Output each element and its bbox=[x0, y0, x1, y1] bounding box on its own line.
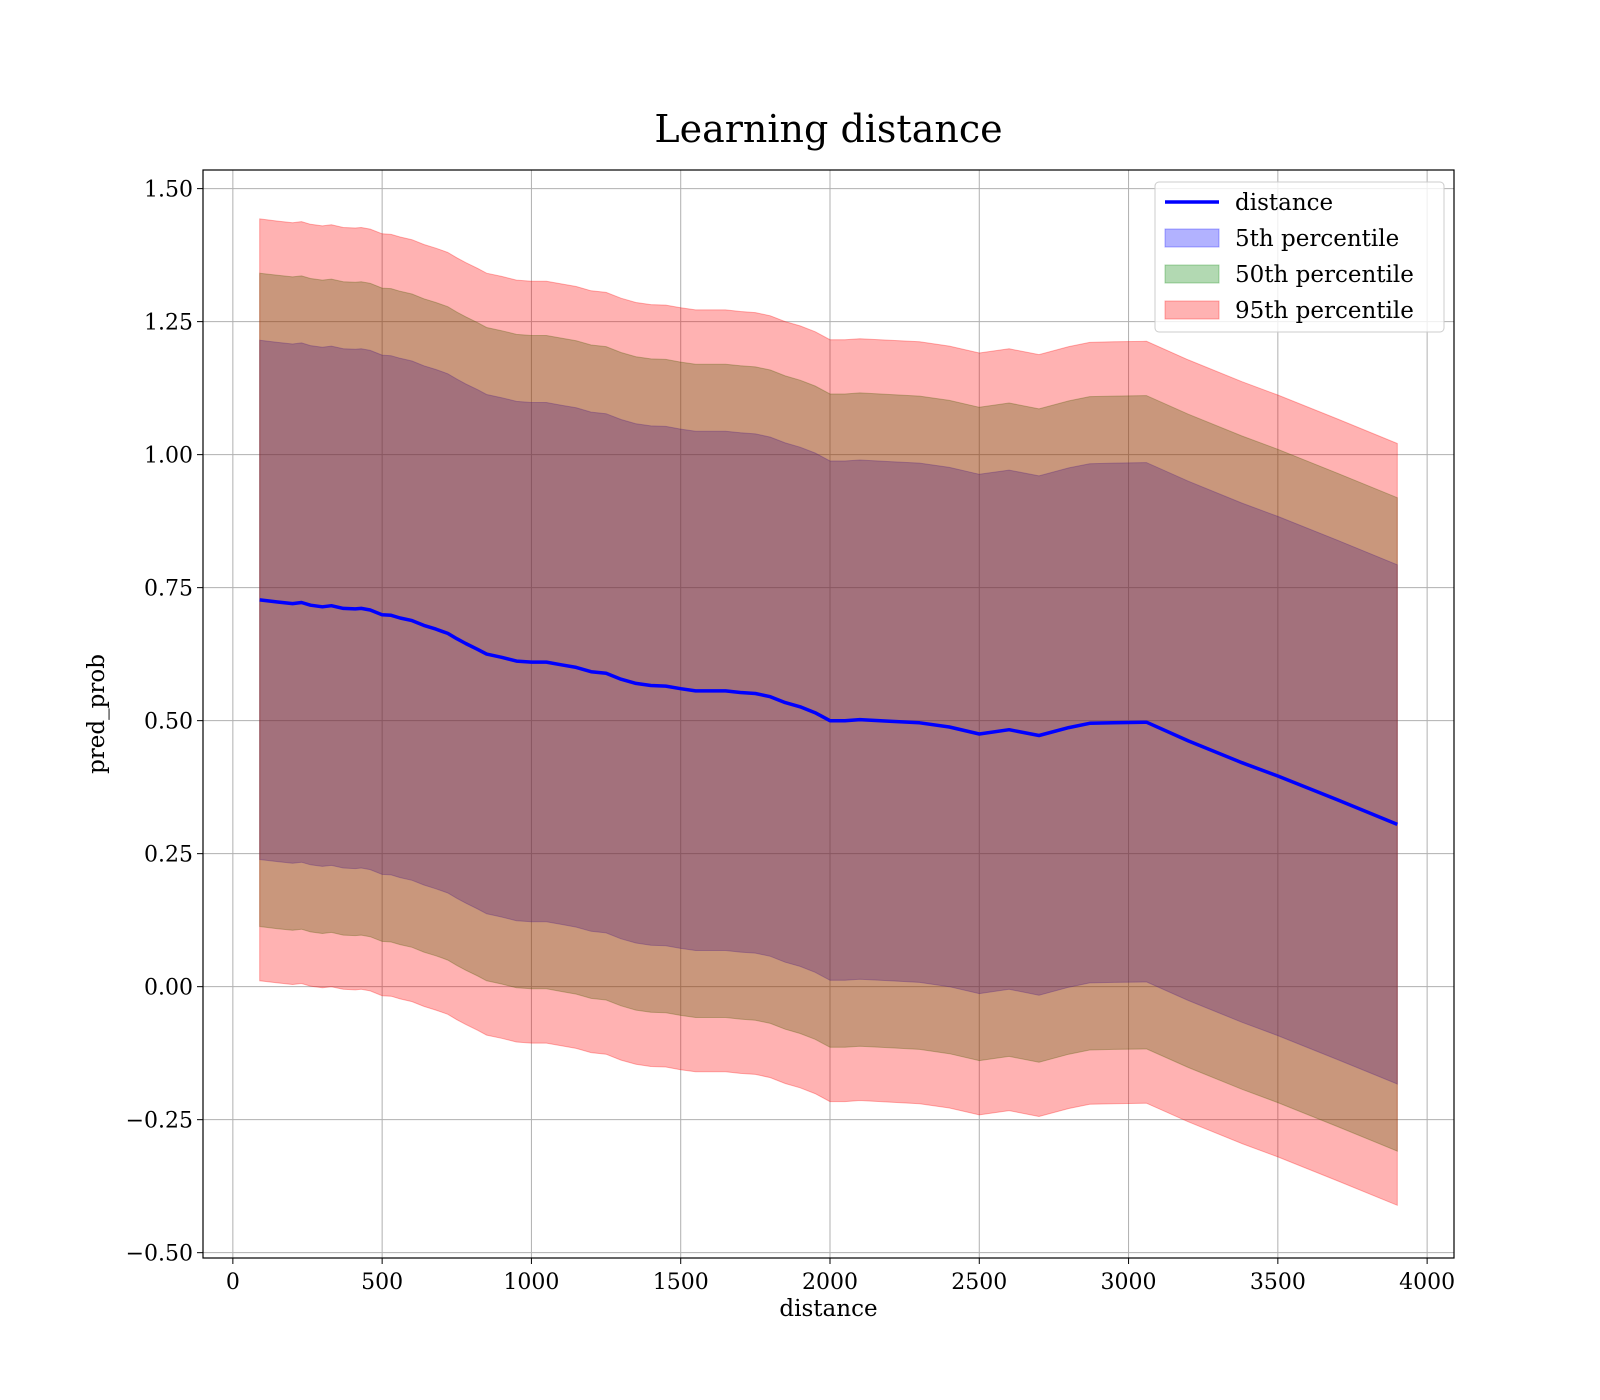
chart-title: Learning distance bbox=[654, 107, 1002, 151]
plot-frame bbox=[202, 169, 1455, 1259]
legend-label: distance bbox=[1235, 190, 1333, 216]
ticks: 0 500 1000 1500 2000 2500 3000 3500 4000 −0.50 −0.… bbox=[126, 178, 1456, 1295]
y-tick-label: 1.00 bbox=[144, 444, 193, 469]
x-tick-label: 3500 bbox=[1250, 1270, 1306, 1295]
x-tick-label: 1000 bbox=[503, 1270, 559, 1295]
legend-swatch bbox=[1164, 264, 1220, 284]
y-tick-label: 0.75 bbox=[144, 577, 193, 602]
y-tick-label: −0.50 bbox=[126, 1242, 193, 1267]
legend: distance 5th percentile 50th percentile 95t… bbox=[1154, 181, 1445, 333]
x-tick-label: 0 bbox=[226, 1270, 240, 1295]
x-tick-label: 2000 bbox=[802, 1270, 858, 1295]
data-lines bbox=[259, 598, 1398, 827]
y-tick-label: 1.50 bbox=[144, 178, 193, 203]
legend-swatch bbox=[1164, 228, 1220, 248]
legend-box bbox=[1154, 181, 1445, 333]
band-5th-percentile bbox=[259, 339, 1398, 1085]
y-tick-label: 0.00 bbox=[144, 976, 193, 1001]
x-tick-label: 3000 bbox=[1101, 1270, 1157, 1295]
x-tick-label: 4000 bbox=[1399, 1270, 1455, 1295]
y-tick-label: 0.50 bbox=[144, 710, 193, 735]
x-tick-label: 2500 bbox=[951, 1270, 1007, 1295]
percentile-bands bbox=[259, 218, 1398, 1207]
legend-swatch bbox=[1164, 300, 1220, 320]
legend-label: 95th percentile bbox=[1235, 298, 1414, 324]
legend-label: 5th percentile bbox=[1235, 226, 1399, 252]
x-axis-label: distance bbox=[779, 1296, 877, 1322]
series-line-distance bbox=[259, 598, 1398, 827]
y-tick-label: 0.25 bbox=[144, 843, 193, 868]
legend-label: 50th percentile bbox=[1235, 262, 1414, 288]
band-50th-percentile bbox=[259, 272, 1398, 1152]
y-tick-label: −0.25 bbox=[126, 1109, 193, 1134]
y-tick-label: 1.25 bbox=[144, 311, 193, 336]
x-tick-label: 1500 bbox=[653, 1270, 709, 1295]
y-axis-label: pred_prob bbox=[84, 654, 110, 774]
band-95th-percentile bbox=[259, 218, 1398, 1207]
x-tick-label: 500 bbox=[361, 1270, 403, 1295]
